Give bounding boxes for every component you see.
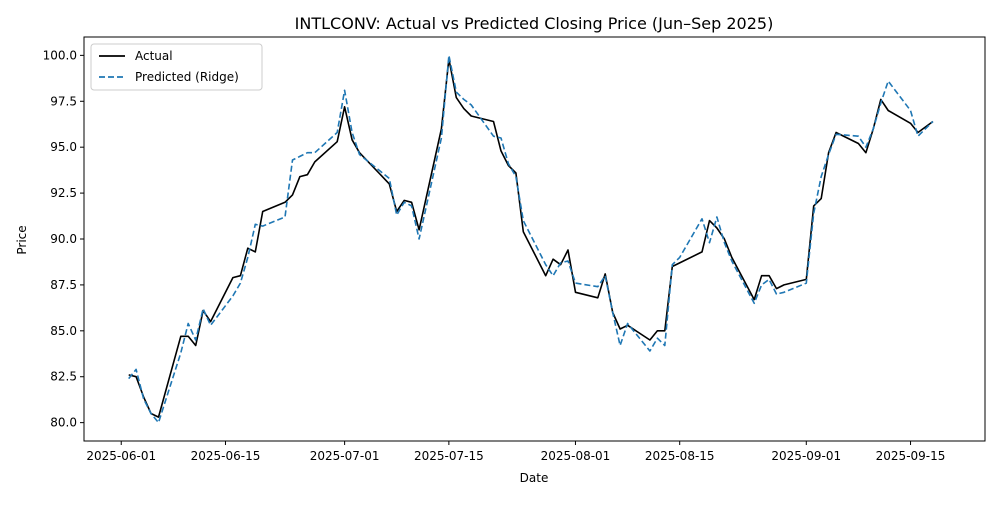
y-tick-label: 87.5 (50, 278, 77, 292)
legend-frame (90, 43, 263, 91)
legend-label-predicted: Predicted (Ridge) (135, 70, 239, 84)
x-tick-label: 2025-06-01 (86, 449, 156, 463)
y-tick-label: 95.0 (50, 140, 77, 154)
y-tick-label: 80.0 (50, 416, 77, 430)
y-tick-label: 92.5 (50, 186, 77, 200)
x-tick-label: 2025-09-15 (876, 449, 946, 463)
x-tick-label: 2025-07-01 (310, 449, 380, 463)
y-axis-label: Price (15, 225, 29, 254)
x-axis: 2025-06-01 2025-06-15 2025-07-01 2025-07-15… (86, 441, 945, 463)
y-tick-label: 90.0 (50, 232, 77, 246)
series-line-actual (128, 58, 934, 418)
x-axis-label: Date (520, 471, 549, 485)
x-tick-label: 2025-06-15 (191, 449, 261, 463)
plot-area (83, 36, 986, 442)
series-layer (128, 54, 934, 424)
x-tick-label: 2025-07-15 (414, 449, 484, 463)
legend-label-actual: Actual (135, 49, 173, 63)
y-axis: 80.0 82.5 85.0 87.5 90.0 92.5 95.0 97.5 100.0 (43, 48, 84, 430)
y-tick-label: 82.5 (50, 370, 77, 384)
chart-title: INTLCONV: Actual vs Predicted Closing Pr… (295, 14, 774, 33)
y-tick-label: 97.5 (50, 94, 77, 108)
legend: Actual Predicted (Ridge) (90, 43, 263, 91)
y-tick-label: 85.0 (50, 324, 77, 338)
x-tick-label: 2025-08-15 (645, 449, 715, 463)
series-line-predicted (128, 54, 934, 424)
x-tick-label: 2025-09-01 (771, 449, 841, 463)
x-tick-label: 2025-08-01 (541, 449, 611, 463)
y-tick-label: 100.0 (43, 48, 77, 62)
plot-frame (83, 36, 986, 442)
